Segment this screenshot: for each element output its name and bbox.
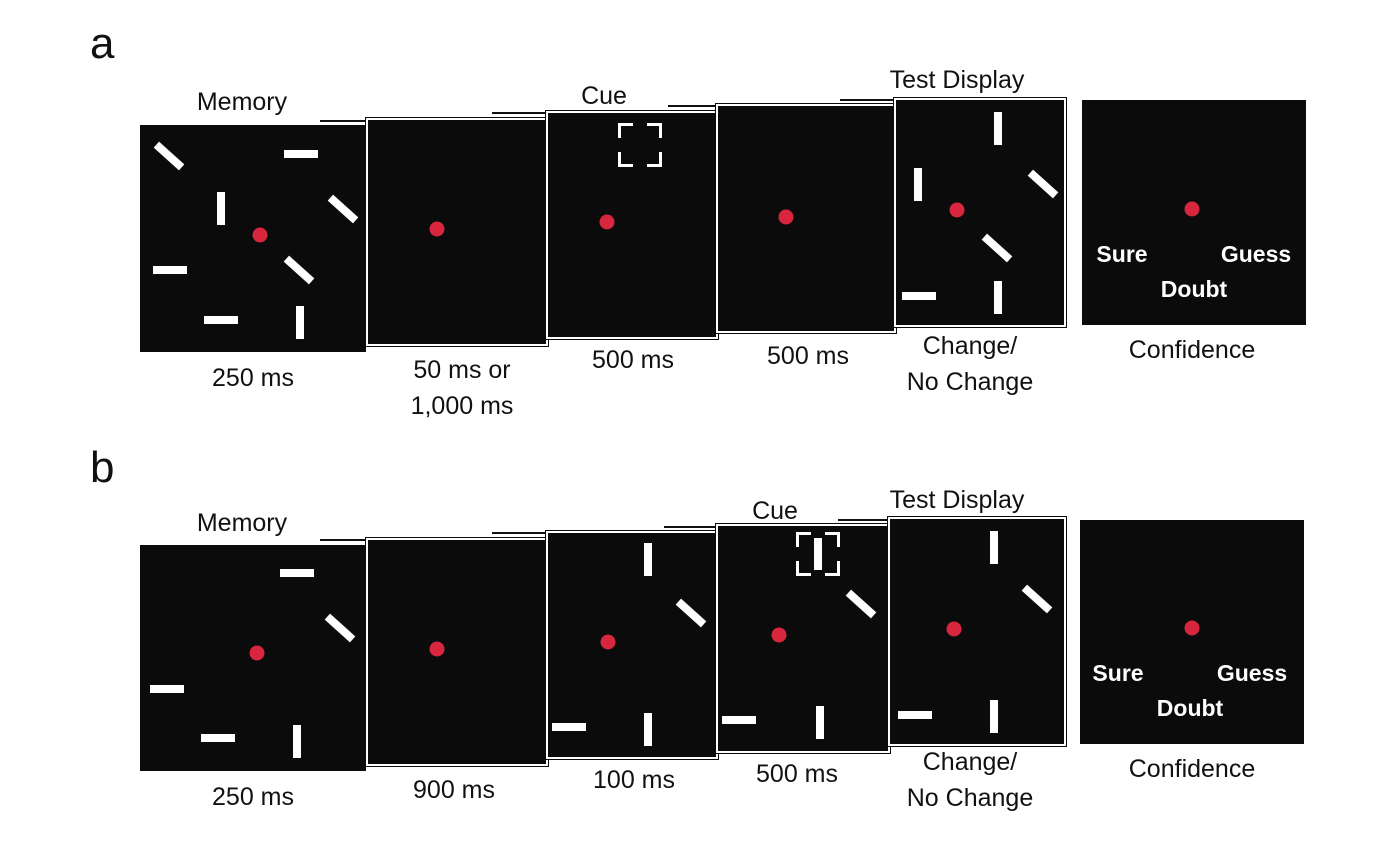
cue-display bbox=[715, 523, 891, 754]
frame-edge-line bbox=[664, 526, 728, 528]
fixation-dot bbox=[429, 641, 445, 657]
confidence-caption: Confidence bbox=[1128, 755, 1256, 783]
doubt-option: Doubt bbox=[1156, 695, 1224, 721]
fixation-dot bbox=[600, 634, 616, 650]
frame-edge-line bbox=[492, 112, 558, 114]
test-caption-line1: Change/ bbox=[922, 332, 1018, 360]
confidence-display: Sure Guess Doubt bbox=[1080, 520, 1304, 744]
test-caption-line2: No Change bbox=[906, 784, 1034, 812]
fixation-dot bbox=[1184, 201, 1200, 217]
delay-display bbox=[365, 117, 549, 347]
stimulus-bar bbox=[293, 725, 301, 758]
test-display bbox=[887, 516, 1067, 747]
stimulus-bar bbox=[914, 168, 922, 201]
fixation-dot bbox=[949, 202, 965, 218]
stimulus-bar bbox=[204, 316, 238, 324]
stimulus-bar bbox=[814, 538, 822, 570]
panel-a-letter: a bbox=[90, 19, 115, 68]
confidence-display: Sure Guess Doubt bbox=[1082, 100, 1306, 325]
stimulus-bar bbox=[201, 734, 235, 742]
cue-duration-caption: 500 ms bbox=[756, 760, 838, 788]
stimulus-bar bbox=[981, 233, 1013, 263]
stimulus-bar bbox=[283, 255, 315, 285]
cue-duration-caption: 500 ms bbox=[592, 346, 674, 374]
guess-option: Guess bbox=[1220, 241, 1292, 267]
guess-option: Guess bbox=[1216, 660, 1288, 686]
doubt-option: Doubt bbox=[1160, 276, 1228, 302]
fixation-dot bbox=[771, 627, 787, 643]
stimulus-bar bbox=[217, 192, 225, 225]
stimulus-bar bbox=[327, 194, 359, 224]
delay-display bbox=[365, 537, 549, 767]
test-caption-line2: No Change bbox=[906, 368, 1034, 396]
delay-duration-caption-line2: 1,000 ms bbox=[410, 392, 514, 420]
delay-duration-caption: 900 ms bbox=[413, 776, 495, 804]
post-cue-delay-display bbox=[715, 103, 897, 334]
stimulus-bar bbox=[990, 531, 998, 564]
memory-label: Memory bbox=[196, 509, 288, 537]
stimulus-bar bbox=[150, 685, 184, 693]
test-caption-line1: Change/ bbox=[922, 748, 1018, 776]
test-display-label: Test Display bbox=[889, 486, 1025, 514]
frame-edge-line bbox=[492, 532, 552, 534]
fixation-dot bbox=[252, 227, 268, 243]
stimulus-bar bbox=[1027, 169, 1059, 199]
cue-label: Cue bbox=[581, 82, 627, 110]
stimulus-bar bbox=[845, 589, 877, 619]
memory-duration-caption: 250 ms bbox=[212, 364, 294, 392]
memory-display bbox=[140, 545, 366, 771]
panel-b-letter: b bbox=[90, 443, 115, 492]
stimulus-bar bbox=[990, 700, 998, 733]
stimulus-bar bbox=[898, 711, 932, 719]
stimulus-bar bbox=[644, 713, 652, 746]
frame-edge-line bbox=[838, 519, 898, 521]
fixation-dot bbox=[429, 221, 445, 237]
stimulus-bar bbox=[816, 706, 824, 739]
fixation-dot bbox=[778, 209, 794, 225]
memory-label: Memory bbox=[196, 88, 288, 116]
stimulus-bar bbox=[644, 543, 652, 576]
sure-option: Sure bbox=[1092, 660, 1144, 686]
stimulus-bar bbox=[722, 716, 756, 724]
stimulus-bar bbox=[1021, 584, 1053, 614]
fixation-dot bbox=[599, 214, 615, 230]
cue-marker bbox=[796, 532, 840, 576]
frame-edge-line bbox=[320, 539, 380, 541]
stimulus-bar bbox=[153, 141, 185, 171]
stimulus-bar bbox=[552, 723, 586, 731]
memory-duration-caption: 250 ms bbox=[212, 783, 294, 811]
frame-edge-line bbox=[668, 105, 728, 107]
stimulus-bar bbox=[296, 306, 304, 339]
confidence-caption: Confidence bbox=[1128, 336, 1256, 364]
frame-edge-line bbox=[840, 99, 906, 101]
stimulus-bar bbox=[280, 569, 314, 577]
test-display-label: Test Display bbox=[889, 66, 1025, 94]
cue-label: Cue bbox=[752, 497, 798, 525]
stimulus-bar bbox=[324, 613, 356, 643]
fixation-dot bbox=[946, 621, 962, 637]
stimulus-bar bbox=[153, 266, 187, 274]
probe-duration-caption: 100 ms bbox=[593, 766, 675, 794]
stimulus-bar bbox=[994, 281, 1002, 314]
test-display bbox=[893, 97, 1067, 328]
fixation-dot bbox=[249, 645, 265, 661]
probe-display bbox=[545, 530, 719, 760]
post-cue-duration-caption: 500 ms bbox=[767, 342, 849, 370]
cue-display bbox=[545, 110, 719, 340]
stimulus-bar bbox=[902, 292, 936, 300]
stimulus-bar bbox=[284, 150, 318, 158]
stimulus-bar bbox=[994, 112, 1002, 145]
stimulus-bar bbox=[675, 598, 707, 628]
fixation-dot bbox=[1184, 620, 1200, 636]
memory-display bbox=[140, 125, 366, 352]
frame-edge-line bbox=[320, 120, 380, 122]
cue-marker bbox=[618, 123, 662, 167]
delay-duration-caption-line1: 50 ms or bbox=[413, 356, 511, 384]
sure-option: Sure bbox=[1096, 241, 1148, 267]
